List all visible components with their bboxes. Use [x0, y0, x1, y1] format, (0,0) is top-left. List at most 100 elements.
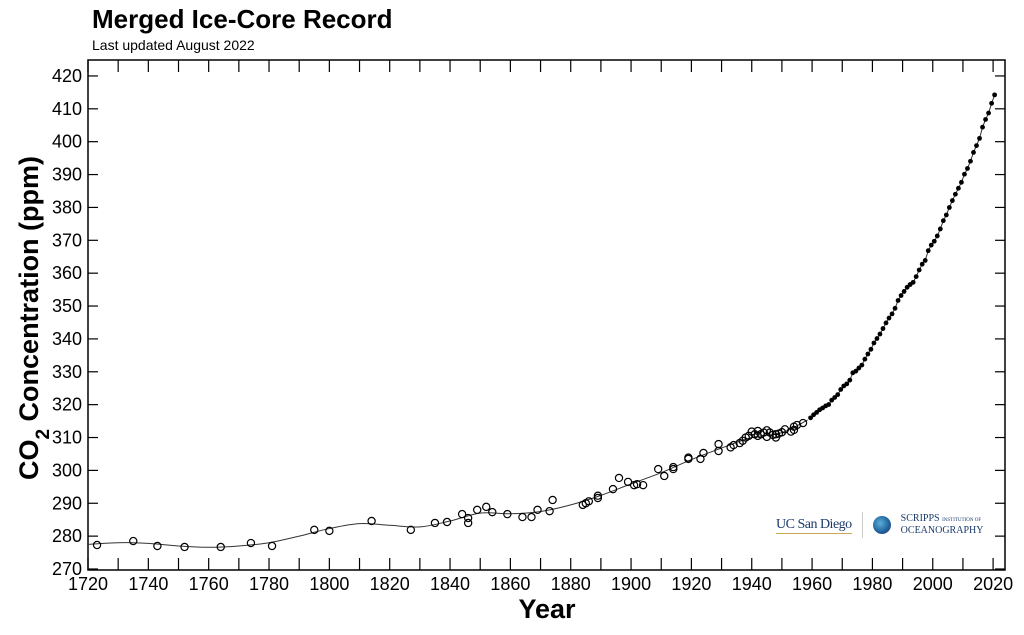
y-tick-label: 280	[52, 526, 82, 546]
ice-core-point	[92, 540, 102, 550]
y-tick-label: 420	[52, 66, 82, 86]
plot-frame	[87, 59, 1006, 571]
x-tick-label: 1800	[309, 574, 349, 594]
mauna-loa-point	[838, 387, 844, 392]
mauna-loa-point	[983, 117, 988, 122]
ice-core-point	[180, 542, 189, 552]
x-axis-label: Year	[518, 594, 576, 624]
ice-core-point	[632, 479, 642, 489]
ice-core-point	[472, 505, 482, 515]
logos: UC San Diego SCRIPPS INSTITUTION OF OCEAN…	[776, 512, 983, 538]
mauna-loa-point	[832, 395, 838, 400]
ice-core-point	[660, 471, 669, 481]
y-tick-label: 410	[52, 99, 82, 119]
mauna-loa-point	[977, 135, 982, 141]
y-tick-label: 270	[52, 559, 82, 579]
y-tick-label: 390	[52, 165, 82, 185]
mauna-loa-point	[956, 185, 961, 191]
ice-core-point	[654, 464, 663, 474]
mauna-loa-point	[868, 346, 874, 352]
mauna-loa-point	[835, 392, 841, 398]
ice-core-point	[488, 507, 497, 517]
mauna-loa-point	[952, 191, 958, 197]
mauna-loa-point	[946, 205, 952, 210]
ice-core-point	[714, 439, 723, 449]
ice-core-point	[153, 541, 162, 551]
scripps-logo: SCRIPPS INSTITUTION OF OCEANOGRAPHY	[900, 513, 984, 536]
y-tick-label: 330	[52, 362, 82, 382]
x-tick-label: 1820	[370, 574, 410, 594]
ice-core-point	[406, 525, 416, 535]
mauna-loa-point	[980, 124, 985, 130]
ice-core-point	[442, 517, 452, 527]
ice-core-point	[482, 502, 491, 512]
mauna-loa-point	[949, 198, 955, 203]
mauna-loa-point	[856, 365, 862, 371]
mauna-loa-point	[919, 261, 925, 267]
x-tick-label: 1740	[128, 574, 168, 594]
ice-core-point	[798, 418, 808, 428]
y-tick-label: 380	[52, 197, 82, 217]
x-tick-label: 1900	[611, 574, 651, 594]
mauna-loa-point	[925, 248, 931, 254]
ice-core-point	[463, 513, 473, 523]
mauna-loa-point	[934, 233, 940, 239]
ice-core-point	[310, 525, 319, 535]
mauna-loa-point	[826, 402, 832, 407]
x-tick-label: 1960	[792, 574, 832, 594]
mauna-loa-point	[883, 320, 889, 326]
mauna-loa-point	[962, 171, 967, 177]
ice-core-point	[669, 462, 678, 472]
mauna-loa-point	[862, 356, 868, 362]
mauna-loa-point	[844, 381, 850, 387]
x-tick-label: 1720	[68, 574, 108, 594]
ice-core-point	[771, 430, 781, 439]
ice-core-point	[608, 484, 618, 494]
mauna-loa-point	[853, 368, 859, 374]
ice-core-point	[503, 509, 512, 519]
y-tick-label: 370	[52, 230, 82, 250]
spline-fit-line	[87, 419, 808, 548]
ice-core-point	[457, 509, 467, 519]
ice-core-point	[267, 541, 277, 551]
mauna-loa-point	[965, 166, 970, 171]
logo-divider	[861, 512, 863, 538]
ice-core-point	[129, 536, 138, 546]
ice-core-point	[699, 448, 708, 458]
ice-core-point	[216, 542, 225, 552]
ice-core-point	[533, 505, 542, 515]
mauna-loa-point	[877, 331, 883, 337]
x-tick-label: 1840	[430, 574, 470, 594]
mauna-loa-point	[898, 293, 904, 298]
mauna-loa-point	[992, 92, 998, 98]
globe-icon	[872, 516, 891, 534]
ice-core-point	[325, 526, 334, 536]
mauna-loa-point	[928, 242, 934, 248]
mauna-loa-point	[910, 279, 916, 285]
y-tick-label: 320	[52, 395, 82, 415]
ice-core-point	[545, 506, 554, 516]
ice-core-point	[584, 497, 594, 506]
mauna-loa-point	[959, 179, 964, 185]
mauna-loa-point	[913, 274, 919, 279]
mauna-loa-point	[808, 415, 813, 421]
chart-subtitle: Last updated August 2022	[92, 37, 255, 53]
ucsd-logo: UC San Diego	[776, 516, 852, 534]
ice-core-point	[430, 518, 440, 528]
ice-core-point	[518, 512, 527, 522]
mauna-loa-point	[886, 315, 892, 321]
ice-core-point	[714, 446, 723, 456]
ice-core-point	[792, 420, 802, 430]
mauna-loa-point	[971, 150, 976, 155]
mauna-loa-point	[986, 110, 991, 116]
mauna-loa-point	[895, 298, 901, 303]
ice-core-point	[593, 493, 603, 503]
mauna-loa-point	[940, 218, 946, 224]
ice-core-point	[246, 538, 256, 548]
mauna-loa-point	[880, 326, 886, 331]
x-tick-label: 1780	[249, 574, 289, 594]
y-tick-label: 300	[52, 460, 82, 480]
mauna-loa-point	[892, 305, 898, 311]
mauna-loa-point	[974, 143, 979, 149]
y-tick-label: 350	[52, 296, 82, 316]
